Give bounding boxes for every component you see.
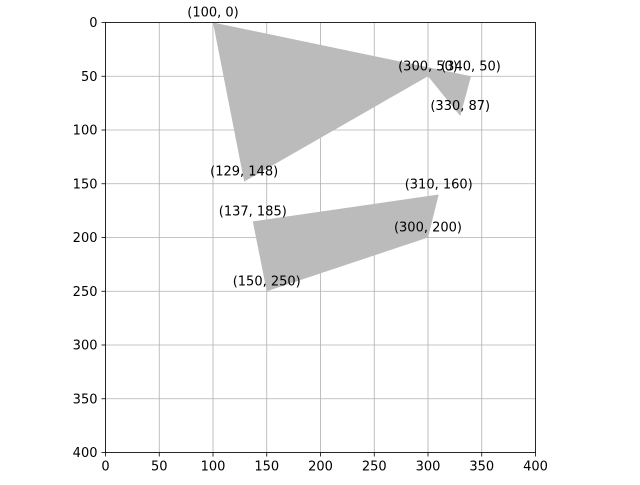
polygon-1	[213, 22, 471, 182]
y-tick-label: 200	[73, 231, 98, 246]
point-labels: (100, 0) (300, 50)(340, 50) (330, 87) (129,…	[187, 6, 501, 290]
point-label: (330, 87)	[430, 99, 490, 114]
x-tick-label: 100	[201, 460, 226, 475]
axes: 0 50 100 150 200 250 300 350 4000501001502002503…	[73, 16, 548, 475]
y-tick-label: 100	[73, 124, 98, 139]
y-tick-label: 0	[89, 16, 97, 31]
point-label: (340, 50)	[441, 59, 501, 74]
y-tick-label: 50	[81, 70, 98, 85]
x-tick-label: 50	[151, 460, 168, 475]
point-label: (150, 250)	[233, 274, 301, 289]
x-tick-label: 300	[416, 460, 441, 475]
point-label: (310, 160)	[405, 178, 473, 193]
y-tick-label: 350	[73, 392, 98, 407]
x-tick-label: 250	[362, 460, 387, 475]
x-tick-label: 0	[101, 460, 109, 475]
x-tick-label: 400	[523, 460, 548, 475]
point-label: (100, 0)	[187, 6, 239, 21]
point-label: (300, 200)	[394, 221, 462, 236]
point-label: (129, 148)	[210, 165, 278, 180]
y-tick-label: 150	[73, 177, 98, 192]
polygon-2	[252, 194, 439, 292]
x-tick-label: 150	[254, 460, 279, 475]
y-tick-label: 250	[73, 285, 98, 300]
polygons	[213, 22, 471, 292]
point-label: (137, 185)	[219, 204, 287, 219]
x-tick-label: 350	[469, 460, 494, 475]
y-tick-label: 300	[73, 339, 98, 354]
x-tick-label: 200	[308, 460, 333, 475]
y-tick-label: 400	[73, 446, 98, 461]
point-label: (300, 50)	[398, 59, 458, 74]
